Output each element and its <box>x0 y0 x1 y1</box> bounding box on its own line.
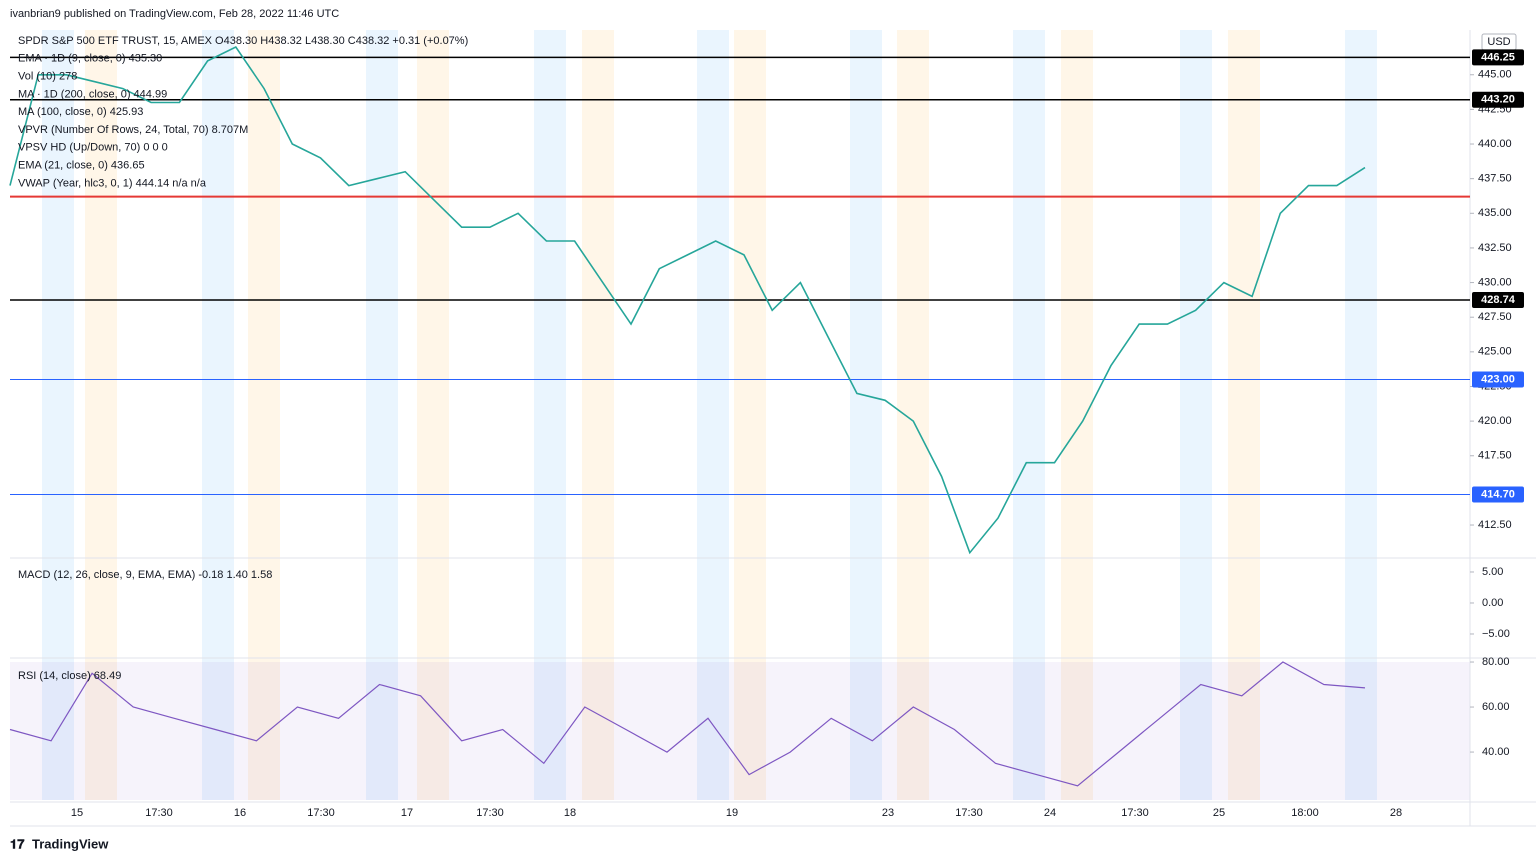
stripe <box>1228 30 1260 800</box>
y-tick-label: 445.00 <box>1478 69 1512 81</box>
stripe <box>897 30 929 800</box>
stripe <box>366 30 398 800</box>
stripe <box>1013 30 1045 800</box>
macd-legend: MACD (12, 26, close, 9, EMA, EMA) -0.18 … <box>18 569 272 581</box>
logo: 𝟏𝟕 <box>10 836 25 851</box>
footer-brand: TradingView <box>32 836 109 851</box>
x-tick-label: 23 <box>882 807 894 819</box>
stripe <box>534 30 566 800</box>
y-tick-label: 5.00 <box>1482 566 1503 578</box>
level-label: 446.25 <box>1481 51 1515 63</box>
x-tick-label: 25 <box>1213 807 1225 819</box>
y-tick-label: 432.50 <box>1478 242 1512 254</box>
stripe <box>582 30 614 800</box>
stripe <box>417 30 449 800</box>
legend-entry: EMA (21, close, 0) 436.65 <box>18 160 145 172</box>
x-tick-label: 19 <box>726 807 738 819</box>
y-tick-label: 417.50 <box>1478 450 1512 462</box>
y-tick-label: 440.00 <box>1478 138 1512 150</box>
stripe <box>202 30 234 800</box>
stripe <box>1180 30 1212 800</box>
legend-entry: MA (100, close, 0) 425.93 <box>18 106 143 118</box>
y-tick-label: −5.00 <box>1482 628 1510 640</box>
stripe <box>1061 30 1093 800</box>
stripe <box>85 30 117 800</box>
legend-entry: VWAP (Year, hlc3, 0, 1) 444.14 n/a n/a <box>18 177 207 189</box>
y-tick-label: 435.00 <box>1478 207 1512 219</box>
stripe <box>850 30 882 800</box>
y-tick-label: 425.00 <box>1478 346 1512 358</box>
level-box <box>1472 371 1524 388</box>
level-box <box>1472 91 1524 108</box>
x-tick-label: 16 <box>234 807 246 819</box>
x-tick-label: 28 <box>1390 807 1402 819</box>
level-label: 428.74 <box>1481 294 1516 306</box>
y-tick-label: 420.00 <box>1478 415 1512 427</box>
rsi-line <box>9 661 1366 787</box>
rsi-band <box>10 662 1470 800</box>
level-label: 414.70 <box>1481 488 1515 500</box>
level-box <box>1472 49 1524 66</box>
x-tick-label: 17:30 <box>1121 807 1149 819</box>
x-tick-label: 17:30 <box>145 807 173 819</box>
y-tick-label: 60.00 <box>1482 701 1510 713</box>
price-line <box>9 45 1366 555</box>
legend-entry: Vol (10) 278 <box>18 71 77 83</box>
x-tick-label: 17:30 <box>476 807 504 819</box>
legend-entry: EMA · 1D (9, close, 0) 435.30 <box>18 53 162 65</box>
level-label: 443.20 <box>1481 94 1515 106</box>
level-box <box>1472 486 1524 503</box>
x-tick-label: 24 <box>1044 807 1056 819</box>
legend-entry: SPDR S&P 500 ETF TRUST, 15, AMEX O438.30… <box>18 35 468 47</box>
level-label: 423.00 <box>1481 373 1515 385</box>
currency: USD <box>1487 36 1510 48</box>
stripe <box>1345 30 1377 800</box>
x-tick-label: 15 <box>71 807 83 819</box>
y-tick-label: 437.50 <box>1478 173 1512 185</box>
header: ivanbrian9 published on TradingView.com,… <box>10 8 339 20</box>
rsi-legend: RSI (14, close) 68.49 <box>18 670 121 682</box>
legend-entry: VPVR (Number Of Rows, 24, Total, 70) 8.7… <box>18 124 248 136</box>
session-stripes <box>42 30 1377 800</box>
y-tick-label: 0.00 <box>1482 597 1503 609</box>
y-tick-label: 80.00 <box>1482 656 1510 668</box>
x-tick-label: 17:30 <box>307 807 335 819</box>
stripe <box>248 30 280 800</box>
y-tick-label: 430.00 <box>1478 276 1512 288</box>
y-tick-label: 427.50 <box>1478 311 1512 323</box>
x-tick-label: 18:00 <box>1291 807 1319 819</box>
stripe <box>697 30 729 800</box>
x-tick-label: 17 <box>401 807 413 819</box>
level-box <box>1472 292 1524 309</box>
legend-entry: VPSV HD (Up/Down, 70) 0 0 0 <box>18 142 168 154</box>
y-tick-label: 40.00 <box>1482 746 1510 758</box>
legend-entry: MA · 1D (200, close, 0) 444.99 <box>18 88 167 100</box>
stripe <box>734 30 766 800</box>
x-tick-label: 18 <box>564 807 576 819</box>
x-tick-label: 17:30 <box>955 807 983 819</box>
stripe <box>42 30 74 800</box>
y-tick-label: 412.50 <box>1478 519 1512 531</box>
